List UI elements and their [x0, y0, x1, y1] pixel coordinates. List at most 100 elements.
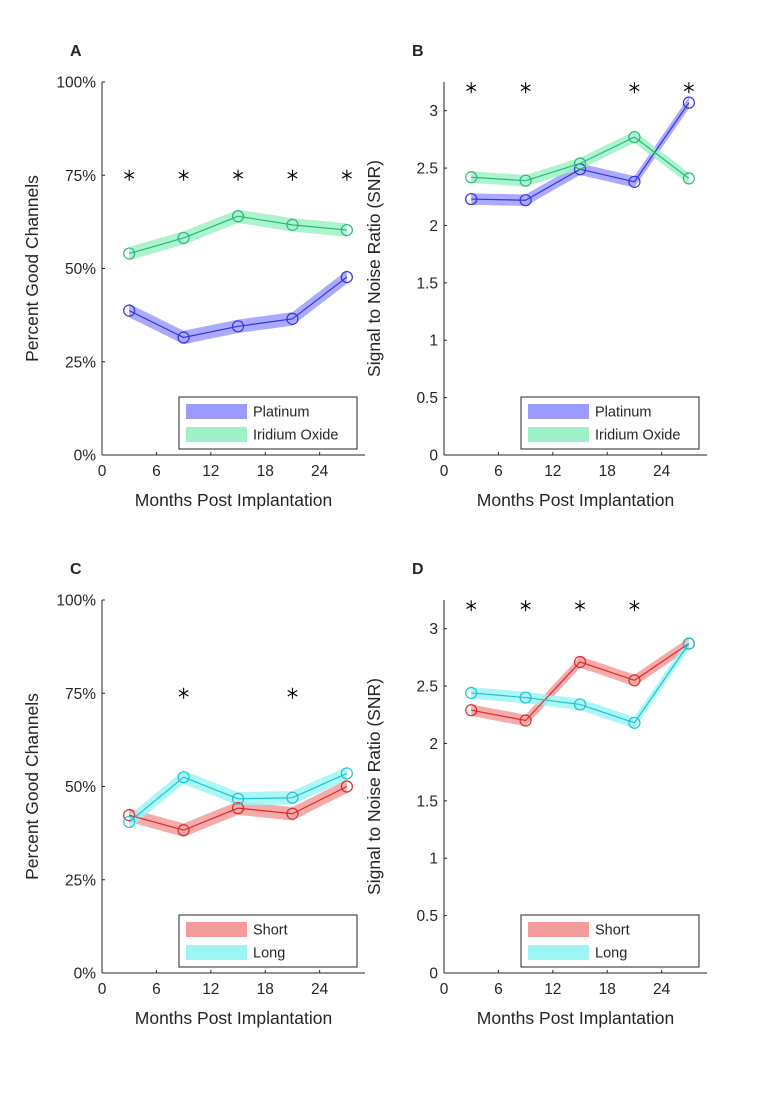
- x-tick-label: 0: [98, 463, 107, 480]
- significance-star: [466, 82, 477, 94]
- y-tick-label: 1: [429, 851, 438, 868]
- data-point-iridium-oxide: [682, 172, 695, 185]
- significance-star-stroke: [178, 690, 189, 697]
- y-tick-label: 0%: [74, 966, 97, 983]
- data-point-short: [123, 809, 136, 822]
- significance-star: [520, 82, 531, 94]
- legend-swatch: [186, 922, 247, 937]
- legend-swatch: [528, 404, 589, 419]
- y-tick-label: 2.5: [416, 161, 438, 178]
- data-point-platinum: [465, 192, 478, 206]
- data-point-long: [177, 771, 190, 784]
- significance-star-stroke: [124, 172, 135, 179]
- legend-swatch: [186, 945, 247, 960]
- series-line-long: [471, 643, 690, 724]
- panel-letter: A: [70, 43, 82, 60]
- series-line-long: [128, 772, 348, 823]
- legend-label: Platinum: [253, 405, 309, 421]
- series-band-platinum: [471, 96, 689, 206]
- series-line-iridium-oxide: [471, 136, 690, 182]
- significance-star-stroke: [520, 84, 531, 91]
- y-tick-label: 2.5: [416, 679, 438, 696]
- data-point-short: [231, 802, 245, 815]
- y-tick-label: 50%: [65, 261, 96, 278]
- y-axis-label: Percent Good Channels: [22, 693, 42, 880]
- panel-c: C 0 6 12 18 24 0% 25% 50% 75% 100% Months Post Impl…: [22, 561, 365, 1028]
- series-line-short: [129, 785, 348, 831]
- y-tick-label: 100%: [56, 593, 96, 610]
- panel-letter: B: [412, 43, 424, 60]
- y-tick-label: 1.5: [416, 275, 438, 292]
- panel-d: D 0 6 12 18 24 0 0.5 1 1.5 2 2.5 3 Months Post Implan…: [364, 561, 707, 1028]
- data-point-iridium-oxide: [465, 171, 478, 184]
- significance-star-stroke: [178, 172, 189, 179]
- legend-swatch: [186, 427, 247, 442]
- x-axis-label: Months Post Implantation: [477, 490, 674, 510]
- x-tick-label: 24: [311, 981, 329, 998]
- significance-star-stroke: [574, 602, 586, 609]
- data-point-long: [682, 637, 695, 650]
- data-point-iridium-oxide: [177, 231, 190, 245]
- y-tick-label: 3: [429, 621, 438, 638]
- data-point-short: [340, 780, 353, 793]
- series-band-short: [471, 637, 689, 727]
- y-tick-label: 0: [429, 448, 438, 465]
- data-point-long: [465, 686, 478, 700]
- data-point-short: [465, 704, 478, 717]
- data-point-short: [573, 655, 587, 669]
- significance-star: [466, 600, 477, 612]
- data-point-iridium-oxide: [340, 223, 353, 237]
- x-tick-label: 12: [202, 981, 219, 998]
- panel-letter: C: [70, 561, 82, 578]
- legend-swatch: [186, 404, 247, 419]
- significance-star: [341, 169, 352, 181]
- x-axis-label: Months Post Implantation: [477, 1008, 674, 1028]
- y-tick-label: 3: [429, 103, 438, 120]
- data-point-long: [340, 767, 353, 780]
- significance-star-stroke: [466, 84, 477, 91]
- data-point-platinum: [123, 304, 136, 317]
- panel-letter: D: [412, 561, 424, 578]
- significance-star: [232, 169, 244, 181]
- x-tick-label: 18: [599, 981, 616, 998]
- y-tick-label: 1: [429, 333, 438, 350]
- legend-label: Long: [253, 946, 285, 962]
- y-tick-label: 25%: [65, 872, 96, 889]
- data-point-platinum: [340, 270, 353, 284]
- significance-star-stroke: [287, 172, 298, 179]
- y-tick-label: 1.5: [416, 793, 438, 810]
- y-tick-label: 25%: [65, 354, 96, 371]
- y-tick-label: 2: [429, 736, 438, 753]
- legend: Short Long: [178, 914, 358, 968]
- x-tick-label: 18: [257, 981, 274, 998]
- x-tick-label: 6: [152, 463, 161, 480]
- significance-star: [629, 82, 640, 94]
- legend-swatch: [528, 427, 589, 442]
- legend: Platinum Iridium Oxide: [178, 396, 358, 450]
- series-line-platinum: [128, 276, 348, 339]
- significance-star: [124, 169, 135, 181]
- data-point-short: [628, 674, 641, 687]
- x-axis-label: Months Post Implantation: [135, 490, 332, 510]
- significance-star: [574, 600, 586, 612]
- legend: Platinum Iridium Oxide: [520, 396, 700, 450]
- x-tick-label: 24: [311, 463, 329, 480]
- legend-label: Short: [253, 923, 288, 939]
- y-tick-label: 0: [429, 966, 438, 983]
- y-axis-label: Percent Good Channels: [22, 175, 42, 362]
- significance-star: [520, 600, 531, 612]
- y-tick-label: 75%: [65, 686, 96, 703]
- legend-label: Platinum: [595, 405, 651, 421]
- legend-label: Long: [595, 946, 627, 962]
- data-point-short: [286, 807, 299, 820]
- x-tick-label: 12: [544, 981, 561, 998]
- significance-star: [178, 169, 189, 181]
- significance-star: [629, 600, 640, 612]
- data-point-long: [573, 698, 587, 711]
- y-axis-label: Signal to Noise Ratio (SNR): [364, 678, 384, 895]
- series-line-short: [471, 643, 690, 722]
- data-point-platinum: [628, 175, 641, 188]
- series-line-iridium-oxide: [129, 215, 347, 255]
- significance-star: [287, 687, 298, 699]
- legend-label: Short: [595, 923, 630, 939]
